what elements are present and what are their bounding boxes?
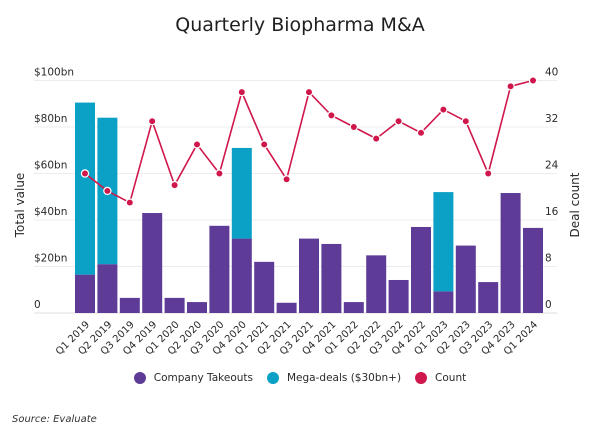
bar-company-takeouts bbox=[366, 255, 387, 313]
y-axis-title: Total value bbox=[13, 173, 27, 239]
legend-swatch-takeouts bbox=[133, 372, 146, 384]
bar-company-takeouts bbox=[455, 245, 476, 313]
bar-company-takeouts bbox=[119, 297, 140, 313]
bar-company-takeouts bbox=[500, 193, 521, 313]
y-axis-right: 0 8 16 24 32 40 bbox=[545, 67, 559, 312]
count-point bbox=[103, 186, 112, 196]
count-point bbox=[147, 116, 157, 126]
count-point bbox=[416, 128, 426, 138]
y-tick-label: $40bn bbox=[34, 206, 67, 218]
count-point bbox=[484, 169, 493, 178]
chart-title: Quarterly Biopharma M&A bbox=[175, 14, 425, 36]
bar-mega-deals bbox=[75, 102, 95, 275]
legend-item-takeouts[interactable]: Company Takeouts bbox=[133, 372, 253, 384]
y-tick-label: $60bn bbox=[34, 160, 67, 172]
count-point bbox=[461, 116, 470, 126]
y2-axis-title: Deal count bbox=[568, 172, 582, 237]
legend-label-count: Count bbox=[435, 372, 467, 384]
bar-company-takeouts bbox=[299, 238, 319, 313]
bar-mega-deals bbox=[433, 192, 454, 292]
count-point bbox=[237, 87, 246, 97]
legend-swatch-count bbox=[415, 372, 428, 384]
count-point bbox=[327, 111, 336, 120]
y-axis-left: 0 $20bn $40bn $60bn $80bn $100bn bbox=[34, 67, 74, 312]
y2-tick-label: 8 bbox=[545, 253, 552, 265]
count-point bbox=[260, 140, 269, 149]
bar-company-takeouts bbox=[231, 238, 252, 313]
count-line bbox=[80, 76, 538, 207]
count-point bbox=[349, 122, 358, 132]
legend-label-takeouts: Company Takeouts bbox=[153, 372, 253, 384]
y2-tick-label: 24 bbox=[545, 160, 559, 172]
bar-company-takeouts bbox=[523, 227, 543, 313]
count-point bbox=[528, 76, 538, 85]
bar-company-takeouts bbox=[388, 279, 409, 313]
legend-swatch-mega-deals bbox=[267, 372, 279, 384]
count-point bbox=[394, 116, 403, 126]
count-point bbox=[282, 175, 291, 184]
legend-label-mega-deals: Mega-deals ($30bn+) bbox=[287, 372, 402, 384]
count-point bbox=[372, 134, 381, 143]
bars bbox=[75, 102, 543, 313]
y-tick-label: $100bn bbox=[34, 67, 74, 79]
count-point bbox=[192, 140, 202, 149]
count-point bbox=[215, 169, 224, 178]
bar-company-takeouts bbox=[164, 297, 185, 313]
source-note: Source: Evaluate bbox=[12, 414, 97, 425]
bar-company-takeouts bbox=[97, 264, 118, 313]
chart-plot: 0 $20bn $40bn $60bn $80bn $100bn 0 8 16 24 32 40 Q… bbox=[13, 67, 582, 358]
y-tick-label: 0 bbox=[34, 299, 41, 311]
count-point bbox=[506, 82, 515, 91]
legend-item-count[interactable]: Count bbox=[415, 372, 466, 384]
bar-company-takeouts bbox=[75, 274, 95, 313]
bar-company-takeouts bbox=[187, 302, 207, 313]
bar-company-takeouts bbox=[276, 302, 297, 313]
y2-tick-label: 40 bbox=[545, 67, 558, 79]
bar-company-takeouts bbox=[209, 225, 230, 313]
bar-company-takeouts bbox=[254, 261, 275, 313]
bar-mega-deals bbox=[231, 147, 252, 239]
count-point bbox=[439, 105, 448, 114]
bar-company-takeouts bbox=[142, 213, 163, 313]
bar-company-takeouts bbox=[433, 291, 454, 313]
bar-company-takeouts bbox=[411, 226, 431, 313]
bar-company-takeouts bbox=[343, 302, 364, 313]
y2-tick-label: 32 bbox=[545, 113, 558, 125]
y-tick-label: $20bn bbox=[34, 253, 67, 265]
count-point bbox=[80, 169, 90, 178]
count-point bbox=[125, 198, 135, 207]
count-line-path bbox=[84, 79, 534, 204]
bar-company-takeouts bbox=[478, 282, 499, 313]
count-point bbox=[304, 87, 314, 97]
y2-tick-label: 0 bbox=[545, 299, 552, 311]
legend: Company Takeouts Mega-deals ($30bn+) Cou… bbox=[0, 372, 600, 384]
y-tick-label: $80bn bbox=[34, 113, 67, 125]
legend-item-mega-deals[interactable]: Mega-deals ($30bn+) bbox=[267, 372, 401, 384]
count-point bbox=[170, 180, 179, 190]
y2-tick-label: 16 bbox=[545, 206, 559, 218]
bar-company-takeouts bbox=[321, 243, 342, 313]
